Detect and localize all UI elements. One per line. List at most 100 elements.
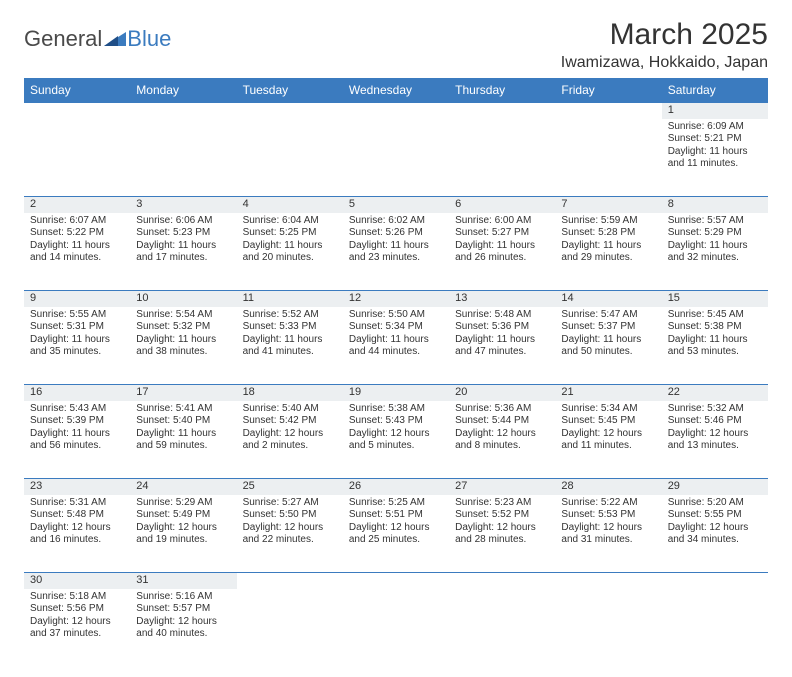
day-number: 26 [343, 479, 449, 495]
sunset-text: Sunset: 5:52 PM [455, 509, 549, 522]
daylight-text: and 50 minutes. [561, 346, 655, 359]
sunrise-text: Sunrise: 5:41 AM [136, 403, 230, 416]
sunrise-text: Sunrise: 5:32 AM [668, 403, 762, 416]
calendar-page: General Blue March 2025 Iwamizawa, Hokka… [0, 0, 792, 677]
sunset-text: Sunset: 5:25 PM [243, 227, 337, 240]
day-number: 30 [24, 573, 130, 589]
day-number: 31 [130, 573, 236, 589]
sunset-text: Sunset: 5:32 PM [136, 321, 230, 334]
daylight-text: and 14 minutes. [30, 252, 124, 265]
day-number-text: 3 [136, 198, 142, 210]
day-cell: Sunrise: 5:18 AMSunset: 5:56 PMDaylight:… [24, 589, 130, 667]
daylight-text: Daylight: 11 hours [349, 334, 443, 347]
daylight-text: Daylight: 11 hours [30, 428, 124, 441]
empty-daynum [449, 573, 555, 589]
sunrise-text: Sunrise: 5:43 AM [30, 403, 124, 416]
day-number: 1 [662, 103, 768, 119]
empty-cell [662, 589, 768, 667]
day-number: 28 [555, 479, 661, 495]
sunset-text: Sunset: 5:38 PM [668, 321, 762, 334]
sunrise-text: Sunrise: 5:20 AM [668, 497, 762, 510]
weekday-header: Tuesday [237, 78, 343, 103]
day-cell: Sunrise: 5:32 AMSunset: 5:46 PMDaylight:… [662, 401, 768, 479]
daylight-text: and 25 minutes. [349, 534, 443, 547]
day-number-text: 11 [243, 292, 254, 304]
daynum-row: 23242526272829 [24, 479, 768, 495]
daylight-text: and 38 minutes. [136, 346, 230, 359]
daylight-text: and 59 minutes. [136, 440, 230, 453]
empty-cell [449, 119, 555, 197]
day-number: 19 [343, 385, 449, 401]
day-number: 13 [449, 291, 555, 307]
sunrise-text: Sunrise: 5:25 AM [349, 497, 443, 510]
daynum-row: 30 31 [24, 573, 768, 589]
daylight-text: Daylight: 12 hours [349, 522, 443, 535]
daylight-text: Daylight: 12 hours [243, 522, 337, 535]
logo-triangle-icon [104, 26, 126, 52]
sunset-text: Sunset: 5:40 PM [136, 415, 230, 428]
empty-daynum [130, 103, 236, 119]
day-cell: Sunrise: 5:43 AMSunset: 5:39 PMDaylight:… [24, 401, 130, 479]
sunrise-text: Sunrise: 5:18 AM [30, 591, 124, 604]
day-number-text: 21 [561, 386, 573, 398]
daylight-text: and 22 minutes. [243, 534, 337, 547]
day-number-text: 18 [243, 386, 255, 398]
day-number-text: 25 [243, 480, 255, 492]
title-block: March 2025 Iwamizawa, Hokkaido, Japan [561, 18, 768, 72]
day-number: 6 [449, 197, 555, 213]
logo-text-blue: Blue [127, 26, 171, 52]
daylight-text: Daylight: 11 hours [30, 240, 124, 253]
sunrise-text: Sunrise: 5:40 AM [243, 403, 337, 416]
day-number-text: 12 [349, 292, 361, 304]
sunset-text: Sunset: 5:22 PM [30, 227, 124, 240]
daylight-text: Daylight: 11 hours [243, 240, 337, 253]
day-number: 11 [237, 291, 343, 307]
daylight-text: and 56 minutes. [30, 440, 124, 453]
day-number-text: 23 [30, 480, 42, 492]
sunrise-text: Sunrise: 5:29 AM [136, 497, 230, 510]
day-cell: Sunrise: 5:55 AMSunset: 5:31 PMDaylight:… [24, 307, 130, 385]
sunset-text: Sunset: 5:55 PM [668, 509, 762, 522]
empty-cell [449, 589, 555, 667]
daylight-text: and 13 minutes. [668, 440, 762, 453]
daylight-text: and 19 minutes. [136, 534, 230, 547]
content-row: Sunrise: 5:55 AMSunset: 5:31 PMDaylight:… [24, 307, 768, 385]
empty-daynum [555, 573, 661, 589]
day-cell: Sunrise: 5:25 AMSunset: 5:51 PMDaylight:… [343, 495, 449, 573]
day-number: 21 [555, 385, 661, 401]
sunset-text: Sunset: 5:50 PM [243, 509, 337, 522]
daylight-text: and 47 minutes. [455, 346, 549, 359]
day-cell: Sunrise: 5:31 AMSunset: 5:48 PMDaylight:… [24, 495, 130, 573]
day-number-text: 24 [136, 480, 148, 492]
sunset-text: Sunset: 5:45 PM [561, 415, 655, 428]
sunset-text: Sunset: 5:34 PM [349, 321, 443, 334]
day-number: 17 [130, 385, 236, 401]
day-cell: Sunrise: 5:57 AMSunset: 5:29 PMDaylight:… [662, 213, 768, 291]
daylight-text: Daylight: 12 hours [349, 428, 443, 441]
day-number-text: 29 [668, 480, 680, 492]
daylight-text: Daylight: 12 hours [561, 522, 655, 535]
day-number-text: 13 [455, 292, 467, 304]
sunset-text: Sunset: 5:28 PM [561, 227, 655, 240]
month-title: March 2025 [561, 18, 768, 52]
sunset-text: Sunset: 5:31 PM [30, 321, 124, 334]
daylight-text: Daylight: 11 hours [136, 334, 230, 347]
weekday-header: Sunday [24, 78, 130, 103]
sunrise-text: Sunrise: 5:48 AM [455, 309, 549, 322]
sunset-text: Sunset: 5:42 PM [243, 415, 337, 428]
content-row: Sunrise: 6:07 AMSunset: 5:22 PMDaylight:… [24, 213, 768, 291]
empty-cell [555, 119, 661, 197]
daylight-text: Daylight: 11 hours [561, 240, 655, 253]
day-cell: Sunrise: 6:04 AMSunset: 5:25 PMDaylight:… [237, 213, 343, 291]
day-number: 15 [662, 291, 768, 307]
day-cell: Sunrise: 5:16 AMSunset: 5:57 PMDaylight:… [130, 589, 236, 667]
day-number-text: 31 [136, 574, 148, 586]
sunrise-text: Sunrise: 5:36 AM [455, 403, 549, 416]
sunrise-text: Sunrise: 5:52 AM [243, 309, 337, 322]
daylight-text: Daylight: 12 hours [243, 428, 337, 441]
day-cell: Sunrise: 5:34 AMSunset: 5:45 PMDaylight:… [555, 401, 661, 479]
sunrise-text: Sunrise: 5:27 AM [243, 497, 337, 510]
sunset-text: Sunset: 5:57 PM [136, 603, 230, 616]
day-number: 8 [662, 197, 768, 213]
sunrise-text: Sunrise: 6:00 AM [455, 215, 549, 228]
